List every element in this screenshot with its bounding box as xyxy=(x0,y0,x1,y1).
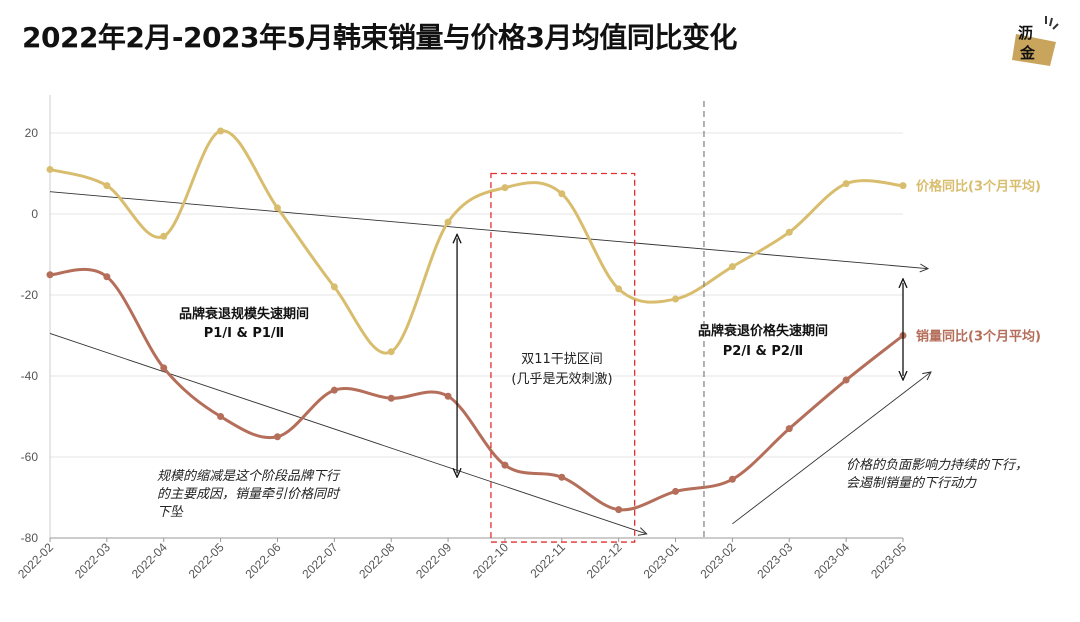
double11-dashed-box xyxy=(490,172,636,543)
sales-series-point xyxy=(558,473,566,481)
phase2-subtitle: P2/Ⅰ & P2/Ⅱ xyxy=(723,344,803,359)
price-series-point xyxy=(387,348,395,356)
sales-series-point xyxy=(273,433,281,441)
x-tick-label: 2023-02 xyxy=(697,540,738,581)
price-series-point xyxy=(842,180,850,188)
y-tick-label: 0 xyxy=(31,207,38,221)
sales-series-line xyxy=(49,267,904,512)
y-tick-label: -60 xyxy=(21,450,39,464)
note1-line3: 下坠 xyxy=(157,505,184,520)
sales-series-point xyxy=(46,271,54,279)
chart-title: 2022年2月-2023年5月韩束销量与价格3月均值同比变化 xyxy=(22,21,737,54)
x-tick-label: 2022-04 xyxy=(129,540,170,581)
sales-series-point xyxy=(728,475,736,483)
phase2-title: 品牌衰退价格失速期间 xyxy=(698,323,828,339)
price-series-point xyxy=(501,184,509,192)
sales-series-point xyxy=(785,425,793,433)
x-tick-label: 2022-02 xyxy=(15,540,56,581)
box-label-line1: 双11干扰区间 xyxy=(521,352,603,367)
trend-arrow-line xyxy=(49,191,928,269)
price-series-line xyxy=(49,129,904,355)
price-series-point xyxy=(558,190,566,198)
price-series-point xyxy=(899,182,907,190)
phase1-subtitle: P1/Ⅰ & P1/Ⅱ xyxy=(204,326,284,341)
note2-line2: 会遏制销量的下行动力 xyxy=(846,476,977,491)
trend-arrow-line xyxy=(49,333,647,533)
sales-series-point xyxy=(615,506,623,514)
price-series-legend: 价格同比(3个月平均) xyxy=(916,179,1041,195)
price-series-point xyxy=(615,285,623,293)
y-tick-label: -80 xyxy=(21,531,39,545)
x-tick-label: 2022-05 xyxy=(186,540,227,581)
x-tick-label: 2023-01 xyxy=(641,540,682,581)
box-label-line2: (几乎是无效刺激) xyxy=(511,372,612,387)
price-series-point xyxy=(273,204,281,212)
price-series-point xyxy=(217,127,225,135)
x-tick-label: 2022-08 xyxy=(356,540,397,581)
price-series-point xyxy=(444,218,452,226)
sales-series-point xyxy=(330,386,338,394)
logo-icon xyxy=(1012,16,1059,66)
y-tick-label: -40 xyxy=(21,369,39,383)
price-series-point xyxy=(330,283,338,291)
x-tick-label: 2022-09 xyxy=(413,540,454,581)
sales-series-point xyxy=(501,461,509,469)
sales-series-point xyxy=(160,364,168,372)
logo-text-top: 沥 xyxy=(1018,24,1034,42)
trend-arrow-line xyxy=(732,372,931,525)
sales-series-point xyxy=(217,413,225,420)
x-tick-label: 2022-06 xyxy=(243,540,284,581)
price-series-point xyxy=(785,228,793,236)
price-series-point xyxy=(672,295,680,303)
price-series-point xyxy=(103,182,111,190)
sales-series-point xyxy=(387,394,395,402)
x-tick-label: 2023-04 xyxy=(811,540,852,581)
x-tick-label: 2023-03 xyxy=(754,540,795,581)
price-series-point xyxy=(160,232,168,240)
x-tick-label: 2022-10 xyxy=(470,540,511,581)
sales-series-point xyxy=(103,273,111,281)
sales-series-point xyxy=(842,376,850,384)
note2-line1: 价格的负面影响力持续的下行， xyxy=(846,458,1028,473)
phase1-title: 品牌衰退规模失速期间 xyxy=(179,306,309,322)
note1-line2: 的主要成因，销量牵引价格同时 xyxy=(157,487,341,502)
price-series-point xyxy=(728,263,736,271)
sales-series-point xyxy=(672,487,680,495)
y-tick-label: 20 xyxy=(25,126,39,140)
x-tick-label: 2023-05 xyxy=(868,540,909,581)
logo-text-bottom: 金 xyxy=(1020,44,1036,62)
x-tick-label: 2022-07 xyxy=(299,540,340,581)
x-tick-label: 2022-12 xyxy=(584,540,625,581)
price-series-point xyxy=(46,165,54,173)
brand-logo: 沥 金 xyxy=(1006,14,1064,70)
y-tick-label: -20 xyxy=(21,288,39,302)
x-tick-label: 2022-03 xyxy=(72,540,113,581)
sales-series-legend: 销量同比(3个月平均) xyxy=(916,329,1041,345)
sales-series-point xyxy=(444,392,452,400)
x-tick-label: 2022-11 xyxy=(528,540,569,581)
note1-line1: 规模的缩减是这个阶段品牌下行 xyxy=(157,469,341,484)
